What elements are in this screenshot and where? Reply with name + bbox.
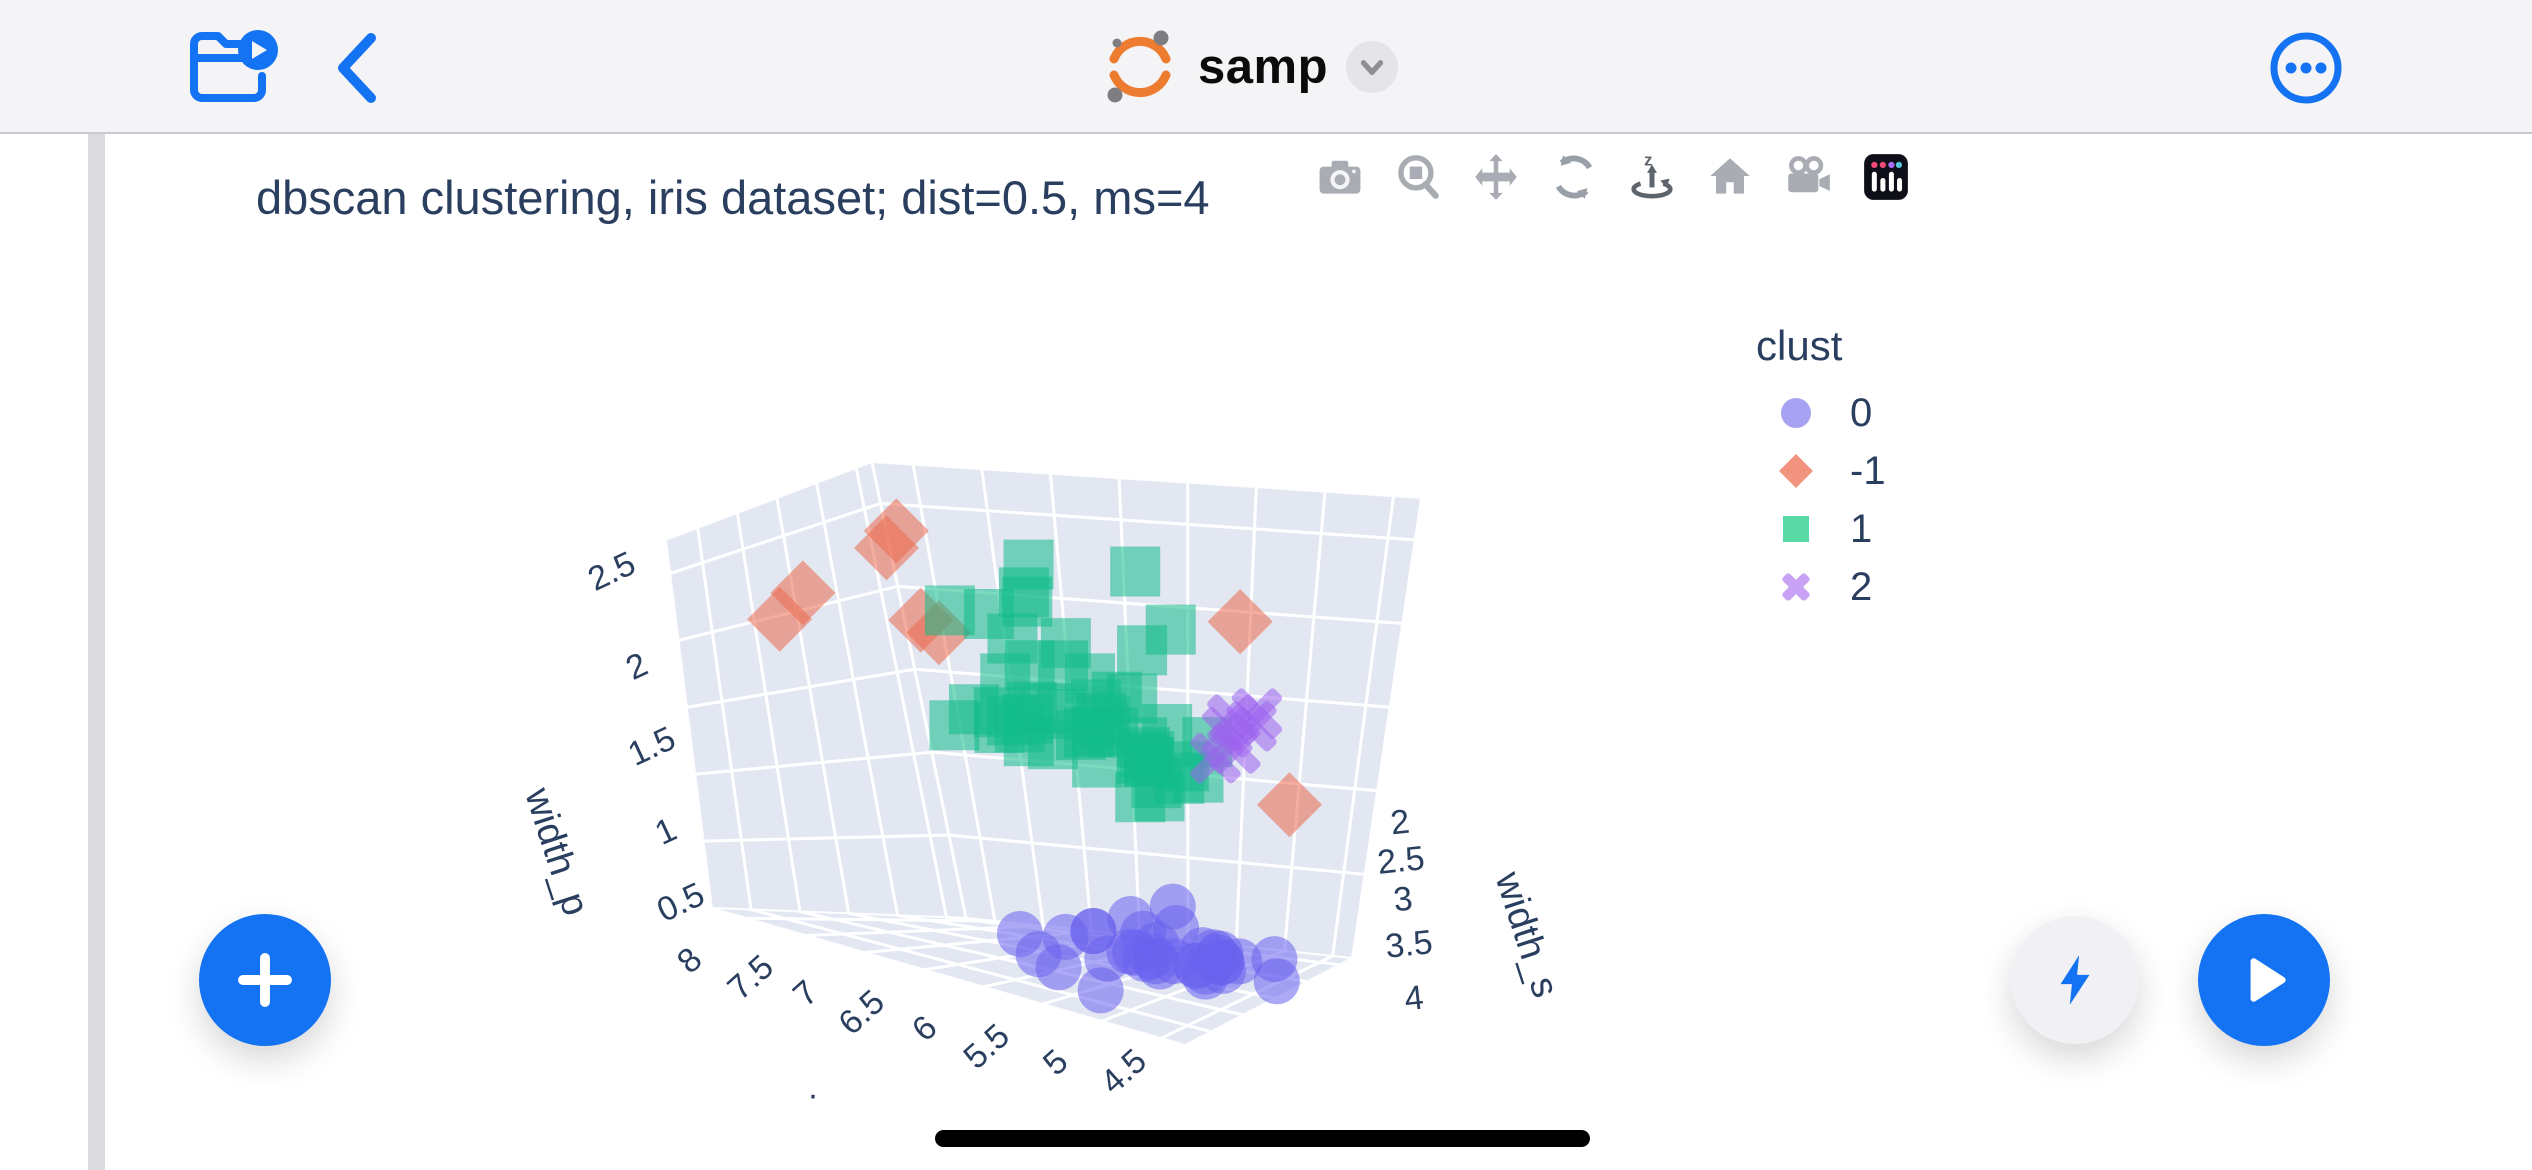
scatter-marker [1190, 732, 1241, 784]
chevron-left-icon [338, 33, 376, 103]
reset-camera-home-button[interactable] [1702, 146, 1758, 208]
scatter-marker [1035, 944, 1082, 991]
folder-play-icon [190, 30, 278, 102]
scatter-marker [1123, 737, 1174, 788]
title-dropdown-button[interactable] [1346, 41, 1399, 93]
movie-camera-icon [1788, 156, 1830, 193]
scatter-marker [1107, 895, 1154, 942]
x-axis-clipped-label: . [808, 1068, 818, 1107]
pan-3d-button[interactable] [1468, 146, 1524, 208]
home-indicator [935, 1130, 1590, 1147]
y-tick-label: 3 [1391, 879, 1415, 920]
home-icon [1710, 158, 1750, 194]
legend: clust 0 -1 1 2 [1756, 322, 1886, 616]
top-bar: samp [0, 0, 2532, 134]
plus-icon [238, 953, 292, 1007]
legend-item-label: 2 [1850, 564, 1873, 609]
scatter-marker [1256, 772, 1323, 838]
pan-arrows-icon [1475, 154, 1517, 200]
scatter-marker [1194, 934, 1241, 981]
run-button[interactable] [2198, 914, 2330, 1046]
turntable-rotation-button[interactable]: z [1624, 146, 1680, 208]
scatter-marker [998, 567, 1049, 618]
app-logo-icon [1107, 30, 1171, 103]
scatter-marker [1004, 640, 1055, 691]
scatter-marker [854, 515, 920, 581]
orbit-rotation-button[interactable] [1546, 146, 1602, 208]
quick-run-button[interactable] [2011, 916, 2139, 1044]
play-icon [2250, 958, 2286, 1002]
legend-item-0[interactable]: 0 [1756, 384, 1886, 442]
svg-text:z: z [1644, 152, 1652, 169]
scatter-marker [747, 586, 813, 652]
scatter-marker [1253, 958, 1300, 1005]
legend-item-2[interactable]: 2 [1756, 558, 1886, 616]
orbit-icon [1555, 155, 1593, 199]
zoom-3d-button[interactable] [1390, 146, 1446, 208]
add-cell-button[interactable] [199, 914, 331, 1046]
scatter-marker [996, 910, 1043, 957]
plotly-modebar: z [1312, 146, 1914, 208]
scatter-marker [1207, 589, 1273, 655]
legend-item-label: -1 [1850, 448, 1886, 493]
y-tick-label: 2 [1388, 802, 1412, 843]
zoom-icon [1398, 155, 1439, 199]
legend-title: clust [1756, 322, 1843, 369]
chevron-down-icon [1360, 60, 1384, 75]
reset-camera-last-save-button[interactable] [1780, 146, 1836, 208]
legend-item-label: 0 [1850, 390, 1873, 435]
y-tick-label: 3.5 [1383, 923, 1435, 966]
open-notebooks-button[interactable] [186, 28, 286, 108]
scatter-marker [1128, 933, 1175, 980]
scatter-marker [973, 687, 1024, 738]
plotly-logo-button[interactable] [1858, 146, 1914, 208]
back-button[interactable] [322, 28, 392, 108]
plotly-logo-icon [1864, 154, 1908, 200]
snapshot-camera-button[interactable] [1312, 146, 1368, 208]
legend-item-label: 1 [1850, 506, 1873, 551]
legend-symbol-x-icon [1782, 573, 1810, 601]
cell-gutter-strip [88, 134, 105, 1170]
notebook-switcher: samp [1100, 14, 1399, 120]
more-menu-button[interactable] [2266, 28, 2342, 106]
scatter-marker [1055, 709, 1106, 760]
y-tick-label: 4 [1402, 978, 1426, 1019]
legend-item-1[interactable]: 1 [1756, 500, 1886, 558]
figure-title: dbscan clustering, iris dataset; dist=0.… [256, 171, 1210, 224]
legend-symbol-diamond-icon [1779, 454, 1813, 488]
legend-item--1[interactable]: -1 [1756, 442, 1886, 500]
scatter-marker [1226, 701, 1277, 752]
camera-icon [1319, 160, 1361, 194]
turntable-icon: z [1631, 152, 1673, 199]
ellipsis-circle-icon [2270, 32, 2342, 104]
notebook-title: samp [1198, 40, 1329, 94]
legend-symbol-square-icon [1783, 516, 1809, 542]
lightning-icon [2060, 955, 2090, 1005]
scatter-marker [1110, 546, 1161, 597]
y-tick-label: 2.5 [1375, 839, 1427, 882]
legend-symbol-circle-icon [1781, 398, 1811, 428]
scatter-marker [1077, 967, 1124, 1014]
scatter-marker [1145, 604, 1196, 655]
